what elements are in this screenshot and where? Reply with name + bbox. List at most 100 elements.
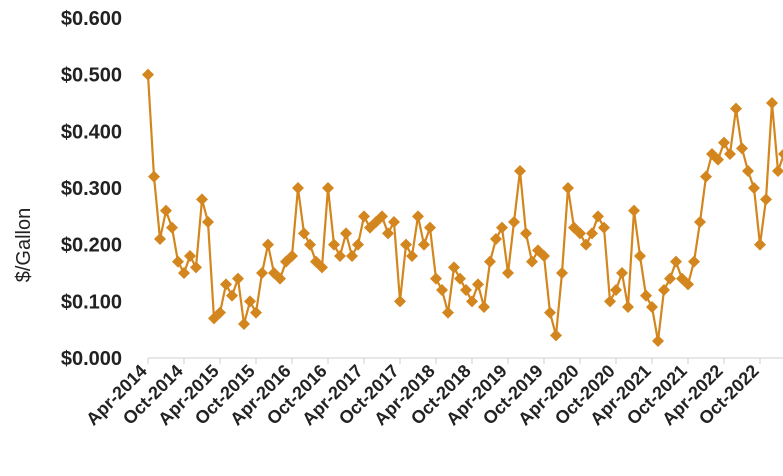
data-point-marker (550, 329, 562, 342)
data-point-marker (748, 182, 760, 194)
data-point-marker (418, 238, 430, 251)
data-point-marker (688, 255, 700, 268)
data-point-marker (436, 284, 448, 296)
data-point-marker (634, 250, 646, 262)
data-point-marker (562, 182, 574, 194)
data-point-marker (274, 272, 286, 285)
data-point-marker (466, 295, 478, 308)
data-point-marker (592, 210, 604, 223)
data-point-marker (232, 272, 244, 285)
y-tick-label: $0.300 (61, 178, 122, 200)
data-point-marker (622, 301, 634, 313)
data-point-marker (406, 250, 418, 262)
data-point-marker (250, 306, 262, 319)
data-point-marker (664, 272, 676, 285)
data-point-marker (448, 261, 460, 274)
data-point-marker (604, 295, 616, 308)
x-axis-tick-labels: Apr-2014Oct-2014Apr-2015Oct-2015Apr-2016… (82, 358, 763, 429)
data-point-marker (154, 233, 166, 245)
y-tick-label: $0.500 (61, 65, 122, 87)
series-line (146, 74, 783, 343)
data-point-marker (586, 227, 598, 240)
data-point-marker (382, 227, 394, 240)
data-point-marker (772, 165, 783, 177)
data-point-marker (358, 210, 370, 223)
y-axis-tick-labels: $0.000 $0.100 $0.200 $0.300 $0.400 $0.500 $0.6… (61, 8, 122, 370)
series-group (142, 68, 783, 347)
data-point-marker (682, 278, 694, 291)
data-point-marker (574, 227, 586, 240)
data-point-marker (598, 221, 610, 234)
data-point-marker (514, 165, 526, 177)
data-point-marker (694, 216, 706, 228)
data-point-marker (316, 261, 328, 274)
data-point-marker (652, 335, 664, 347)
data-point-marker (454, 272, 466, 285)
data-point-marker (298, 227, 310, 240)
data-point-marker (202, 216, 214, 228)
data-point-marker (190, 261, 202, 274)
data-point-marker (148, 170, 160, 183)
data-point-marker (766, 97, 778, 109)
data-point-marker (538, 250, 550, 262)
data-point-marker (778, 149, 783, 159)
data-point-marker (430, 272, 442, 285)
data-point-marker (712, 153, 724, 166)
y-axis-title: $/Gallon (13, 208, 35, 283)
data-point-marker (142, 68, 154, 81)
data-point-marker (658, 284, 670, 296)
data-point-marker (616, 267, 628, 279)
data-point-marker (640, 289, 652, 302)
data-point-marker (292, 182, 304, 194)
data-point-marker (490, 233, 502, 245)
data-point-marker (754, 238, 766, 251)
data-point-marker (646, 301, 658, 313)
data-point-marker (280, 255, 292, 268)
data-point-marker (508, 216, 520, 228)
data-point-marker (256, 267, 268, 279)
data-point-marker (460, 284, 472, 296)
data-point-marker (184, 250, 196, 262)
data-point-marker (700, 170, 712, 183)
data-point-marker (502, 267, 514, 279)
data-point-marker (346, 250, 358, 262)
data-point-marker (352, 238, 364, 251)
data-point-marker (334, 250, 346, 262)
data-point-marker (322, 182, 334, 194)
data-point-marker (178, 267, 190, 279)
data-point-marker (286, 250, 298, 262)
data-point-marker (340, 227, 352, 240)
data-point-marker (424, 221, 436, 234)
y-tick-label: $0.600 (61, 8, 122, 30)
data-point-marker (628, 204, 640, 217)
data-point-marker (412, 210, 424, 223)
data-point-marker (544, 306, 556, 319)
data-point-marker (760, 193, 772, 206)
y-tick-label: $0.200 (61, 235, 122, 257)
data-point-marker (376, 210, 388, 223)
data-point-marker (262, 238, 274, 251)
data-point-marker (166, 221, 178, 234)
data-point-marker (742, 165, 754, 177)
y-tick-label: $0.400 (61, 121, 122, 143)
data-point-marker (484, 255, 496, 268)
data-point-marker (400, 238, 412, 251)
data-point-marker (478, 301, 490, 313)
data-point-marker (520, 227, 532, 240)
data-point-marker (214, 306, 226, 319)
data-point-marker (718, 136, 730, 149)
data-point-marker (472, 278, 484, 291)
y-tick-label: $0.000 (61, 348, 122, 370)
data-point-marker (220, 278, 232, 291)
data-point-marker (328, 238, 340, 251)
data-point-marker (736, 142, 748, 155)
data-point-marker (244, 295, 256, 308)
data-point-marker (730, 102, 742, 115)
data-point-marker (238, 318, 250, 330)
data-point-marker (496, 221, 508, 234)
data-point-marker (610, 284, 622, 296)
data-point-marker (724, 148, 736, 160)
data-point-marker (196, 193, 208, 206)
data-point-marker (670, 255, 682, 268)
